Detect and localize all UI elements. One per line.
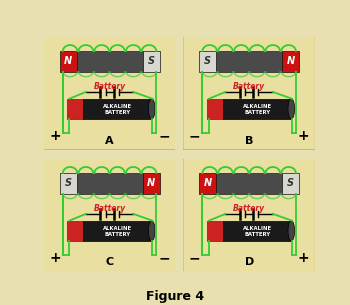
Bar — [223, 221, 291, 241]
Text: ALKALINE: ALKALINE — [103, 226, 132, 231]
Text: +: + — [49, 251, 61, 265]
Bar — [223, 99, 291, 119]
Text: BATTERY: BATTERY — [104, 110, 131, 115]
Text: Battery: Battery — [93, 204, 126, 213]
Ellipse shape — [288, 99, 295, 119]
Bar — [60, 51, 77, 72]
Bar — [142, 51, 160, 72]
Text: BATTERY: BATTERY — [104, 232, 131, 237]
Bar — [60, 173, 77, 194]
Text: S: S — [287, 178, 294, 188]
Text: S: S — [204, 56, 211, 66]
Text: D: D — [245, 257, 254, 267]
Text: ALKALINE: ALKALINE — [243, 104, 272, 109]
Text: B: B — [245, 135, 253, 145]
Bar — [207, 221, 223, 241]
Text: ALKALINE: ALKALINE — [243, 226, 272, 231]
Text: A: A — [105, 135, 114, 145]
Bar — [142, 173, 160, 194]
Text: Figure 4: Figure 4 — [146, 290, 204, 303]
Text: Battery: Battery — [233, 82, 265, 91]
Text: N: N — [287, 56, 295, 66]
Text: −: − — [189, 251, 200, 265]
Text: N: N — [204, 178, 212, 188]
Text: −: − — [159, 129, 170, 143]
Text: ALKALINE: ALKALINE — [103, 104, 132, 109]
Text: C: C — [105, 257, 114, 267]
Bar — [199, 173, 216, 194]
Ellipse shape — [148, 221, 155, 241]
Text: +: + — [298, 129, 310, 143]
Text: N: N — [64, 56, 72, 66]
FancyBboxPatch shape — [183, 158, 316, 272]
Text: −: − — [189, 129, 200, 143]
Bar — [77, 51, 142, 72]
Bar — [282, 173, 299, 194]
Text: S: S — [148, 56, 155, 66]
Bar — [83, 221, 152, 241]
Text: Battery: Battery — [233, 204, 265, 213]
Bar — [216, 173, 282, 194]
Text: BATTERY: BATTERY — [244, 110, 270, 115]
FancyBboxPatch shape — [183, 36, 316, 150]
Ellipse shape — [148, 99, 155, 119]
FancyBboxPatch shape — [43, 158, 176, 272]
Ellipse shape — [288, 221, 295, 241]
Text: −: − — [159, 251, 170, 265]
Text: +: + — [49, 129, 61, 143]
Bar — [207, 99, 223, 119]
Bar — [282, 51, 299, 72]
Bar — [216, 51, 282, 72]
FancyBboxPatch shape — [43, 36, 176, 150]
Text: +: + — [298, 251, 310, 265]
Bar — [68, 99, 83, 119]
Text: S: S — [65, 178, 72, 188]
Bar — [199, 51, 216, 72]
Bar — [68, 221, 83, 241]
Text: Battery: Battery — [93, 82, 126, 91]
Text: N: N — [147, 178, 155, 188]
Bar — [77, 173, 142, 194]
Bar — [83, 99, 152, 119]
Text: BATTERY: BATTERY — [244, 232, 270, 237]
